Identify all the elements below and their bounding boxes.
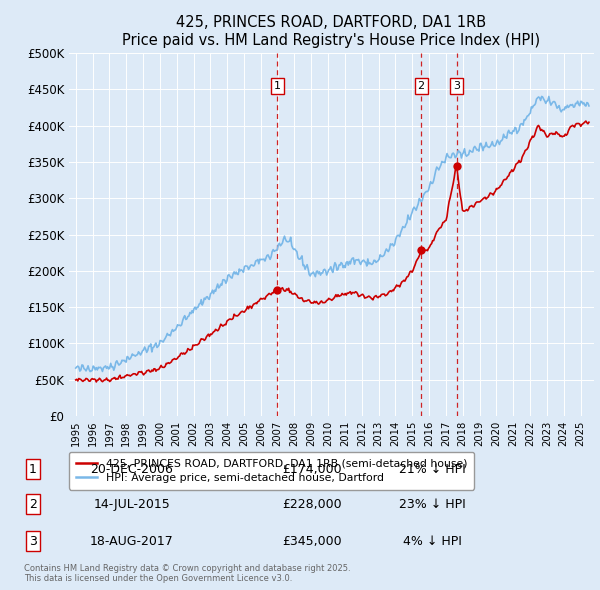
Text: 1: 1 (274, 81, 281, 91)
Text: 2: 2 (29, 498, 37, 511)
Text: 4% ↓ HPI: 4% ↓ HPI (403, 535, 461, 548)
Text: 14-JUL-2015: 14-JUL-2015 (94, 498, 170, 511)
Text: 2: 2 (418, 81, 425, 91)
Text: 1: 1 (29, 463, 37, 476)
Text: 3: 3 (453, 81, 460, 91)
Title: 425, PRINCES ROAD, DARTFORD, DA1 1RB
Price paid vs. HM Land Registry's House Pri: 425, PRINCES ROAD, DARTFORD, DA1 1RB Pri… (122, 15, 541, 48)
Text: £345,000: £345,000 (282, 535, 342, 548)
Text: 18-AUG-2017: 18-AUG-2017 (90, 535, 174, 548)
Legend: 425, PRINCES ROAD, DARTFORD, DA1 1RB (semi-detached house), HPI: Average price, : 425, PRINCES ROAD, DARTFORD, DA1 1RB (se… (69, 452, 474, 490)
Text: Contains HM Land Registry data © Crown copyright and database right 2025.
This d: Contains HM Land Registry data © Crown c… (24, 563, 350, 583)
Text: £228,000: £228,000 (282, 498, 342, 511)
Text: £174,000: £174,000 (282, 463, 342, 476)
Text: 21% ↓ HPI: 21% ↓ HPI (398, 463, 466, 476)
Text: 3: 3 (29, 535, 37, 548)
Text: 23% ↓ HPI: 23% ↓ HPI (398, 498, 466, 511)
Text: 20-DEC-2006: 20-DEC-2006 (91, 463, 173, 476)
